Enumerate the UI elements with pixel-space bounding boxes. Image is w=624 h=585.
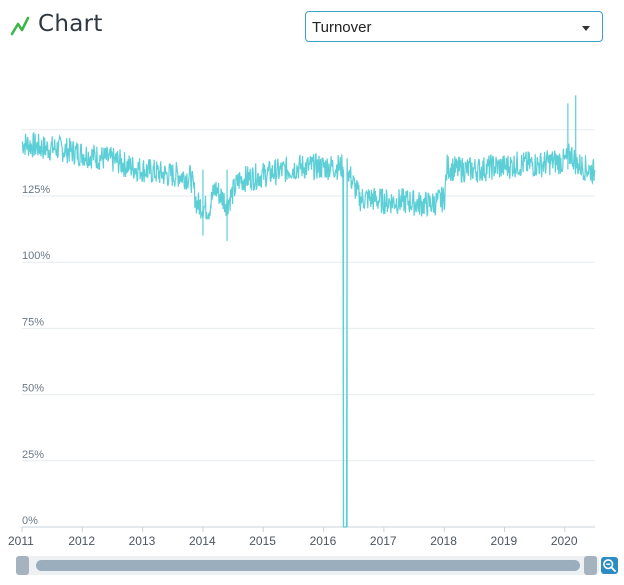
x-tick-label: 2012 [68,534,95,548]
x-tick-label: 2011 [8,534,34,548]
series-line [21,131,596,528]
y-tick-label: 75% [22,316,44,328]
y-tick-label: 100% [22,250,50,262]
y-tick-label: 50% [22,383,44,395]
line-chart-icon [10,14,34,38]
y-tick-label: 25% [22,449,44,461]
range-handle-left[interactable] [16,556,29,575]
page-title: Chart [38,11,103,37]
grid-lines [22,129,595,528]
x-tick-label: 2019 [491,534,518,548]
x-axis-ticks: 2011 2012 2013 2014 2015 2016 2017 2018 2019 2020 [8,527,578,548]
range-handle-right[interactable] [584,556,597,575]
range-scrollbar-thumb[interactable] [36,560,580,571]
y-tick-label: 125% [22,184,50,196]
x-tick-label: 2013 [129,534,156,548]
metric-select-value: Turnover [312,19,372,36]
range-scrollbar[interactable] [16,556,599,575]
metric-select[interactable]: Turnover [305,11,603,42]
x-tick-label: 2014 [189,534,216,548]
x-tick-label: 2016 [310,534,337,548]
x-tick-label: 2015 [249,534,276,548]
x-tick-label: 2018 [430,534,457,548]
y-tick-label: 0% [22,515,38,527]
x-tick-label: 2017 [370,534,397,548]
zoom-out-button[interactable] [601,557,618,574]
chevron-down-icon [582,26,590,31]
zoom-out-icon [603,559,616,572]
series-spikes [202,95,577,527]
x-tick-label: 2020 [551,534,578,548]
y-axis-ticks: 0% 25% 50% 75% 100% 125% [22,184,50,527]
